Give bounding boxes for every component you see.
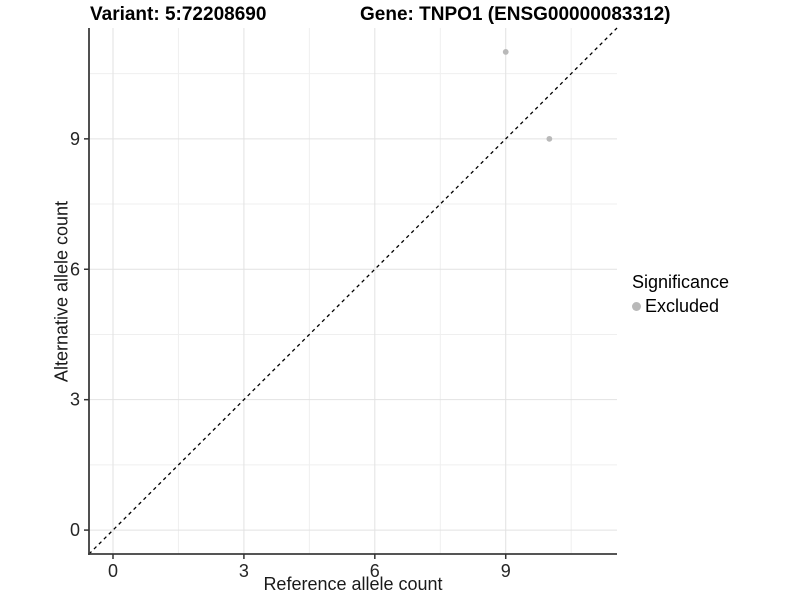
gene-title: Gene: TNPO1 (ENSG00000083312) [360, 4, 671, 25]
x-tick-label: 9 [501, 561, 511, 581]
legend-item-label: Excluded [645, 296, 720, 316]
x-axis-label: Reference allele count [263, 574, 443, 594]
data-point [502, 49, 509, 55]
x-tick-label: 6 [370, 561, 380, 581]
y-tick-label: 9 [70, 129, 80, 149]
y-axis-label: Alternative allele count [51, 200, 72, 383]
legend: Significance Excluded [632, 272, 729, 317]
y-tick-label: 3 [70, 390, 80, 410]
variant-title: Variant: 5:72208690 [90, 4, 267, 25]
x-tick-label: 0 [108, 561, 118, 581]
y-tick-label: 0 [70, 520, 80, 540]
data-point [546, 135, 553, 142]
excluded-point-icon [632, 302, 641, 311]
y-tick-label: 6 [70, 259, 80, 279]
legend-item-excluded: Excluded [632, 296, 729, 317]
x-tick-label: 3 [239, 561, 249, 581]
identity-line [88, 27, 618, 555]
legend-title: Significance [632, 272, 730, 292]
